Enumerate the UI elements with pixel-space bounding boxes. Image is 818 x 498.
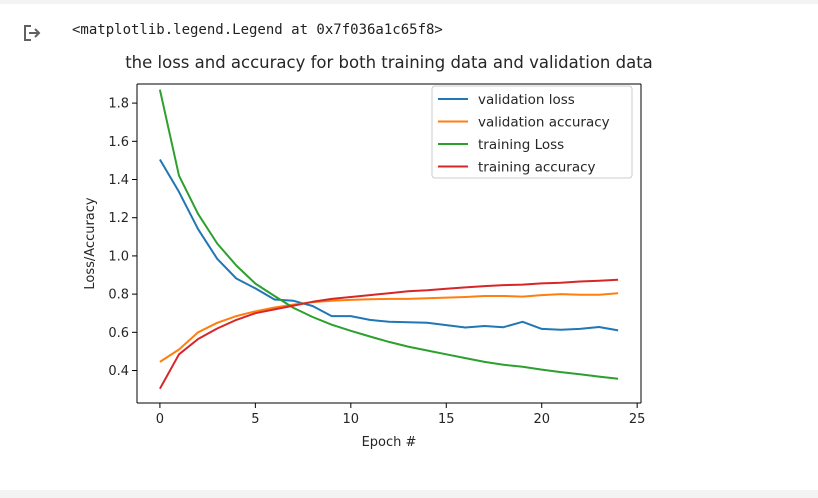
- series-line-2: [158, 89, 619, 380]
- cell-top-border: [0, 0, 818, 4]
- legend-entry-1: validation accuracy: [478, 115, 610, 131]
- x-tick-label-5: 25: [629, 412, 646, 427]
- legend-entry-0: validation loss: [478, 92, 575, 108]
- legend-entry-3: training accuracy: [478, 160, 596, 176]
- y-tick-label-1: 0.6: [108, 326, 129, 341]
- y-tick-label-4: 1.2: [108, 211, 129, 226]
- cell-bottom-border: [0, 490, 818, 498]
- x-tick-label-4: 20: [533, 412, 550, 427]
- chart-title: the loss and accuracy for both training …: [125, 53, 653, 72]
- y-tick-label-5: 1.4: [108, 173, 129, 188]
- x-tick-label-0: 0: [156, 412, 164, 427]
- series-line-1: [159, 292, 619, 363]
- series-line-0: [159, 158, 619, 332]
- x-tick-label-1: 5: [251, 412, 259, 427]
- legend-entry-2: training Loss: [478, 137, 564, 153]
- output-repr-text: <matplotlib.legend.Legend at 0x7f036a1c6…: [72, 22, 443, 38]
- y-tick-label-6: 1.6: [108, 135, 129, 150]
- x-tick-label-3: 15: [438, 412, 455, 427]
- legend-box: [431, 85, 633, 179]
- series-line-3: [159, 278, 619, 390]
- x-axis-label: Epoch #: [362, 435, 417, 450]
- y-tick-label-3: 1.0: [108, 249, 129, 264]
- y-tick-label-7: 1.8: [108, 97, 129, 112]
- output-arrow-icon: [24, 25, 41, 41]
- y-tick-label-0: 0.4: [108, 364, 129, 379]
- y-axis-label: Loss/Accuracy: [83, 197, 98, 290]
- y-tick-label-2: 0.8: [108, 288, 129, 303]
- x-tick-label-2: 10: [343, 412, 360, 427]
